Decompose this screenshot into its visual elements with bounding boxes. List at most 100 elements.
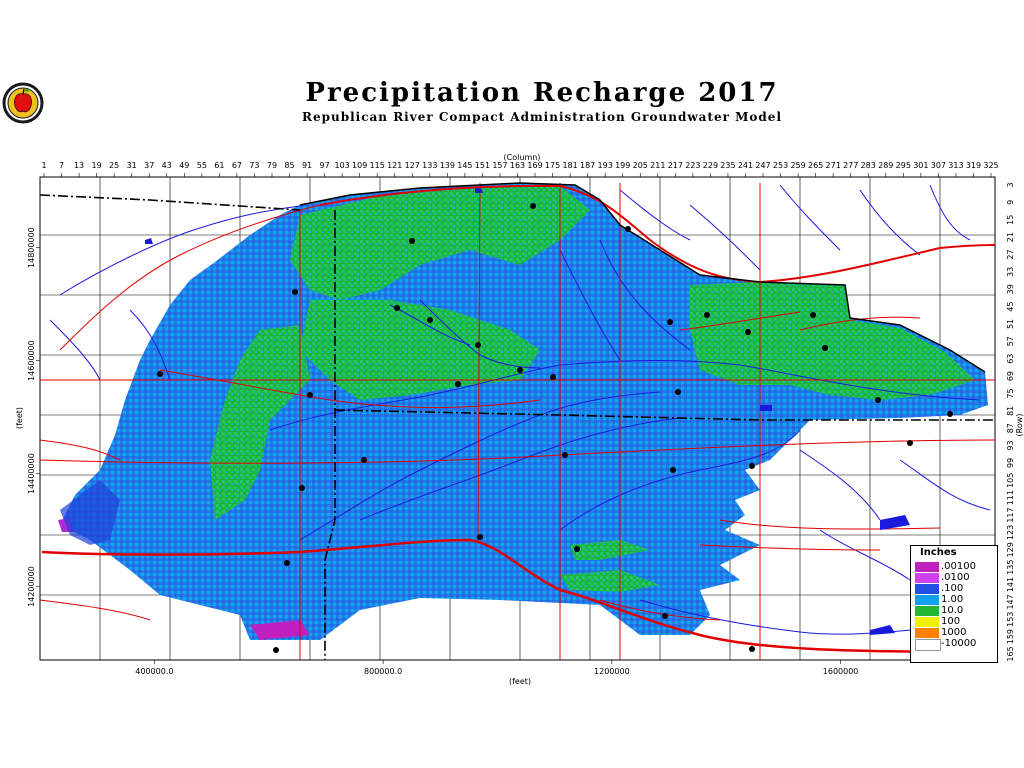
- legend-label: .00100: [941, 561, 976, 572]
- column-tick-label: 259: [790, 161, 805, 170]
- column-tick-label: 55: [197, 161, 207, 170]
- row-tick-label: 99: [1006, 458, 1015, 468]
- legend-item: -10000: [911, 638, 997, 651]
- column-tick-label: 67: [232, 161, 242, 170]
- row-tick-label: 51: [1006, 319, 1015, 329]
- column-tick-label: 97: [319, 161, 329, 170]
- column-tick-label: 121: [387, 161, 402, 170]
- column-tick-label: 187: [580, 161, 595, 170]
- column-ticks: 1 7 13 19 25 31 37 43 49 55 61 67 73 79 85 91 97 103 109 11…: [41, 161, 999, 177]
- map-subtitle: Republican River Compact Administration …: [301, 110, 782, 124]
- legend-label: .0100: [941, 572, 970, 583]
- column-tick-label: 61: [214, 161, 224, 170]
- row-tick-label: 27: [1006, 249, 1015, 259]
- column-tick-label: 199: [615, 161, 630, 170]
- column-tick-label: 247: [755, 161, 770, 170]
- column-tick-label: 283: [861, 161, 876, 170]
- y-tick-label: 14800000: [27, 227, 36, 268]
- column-tick-label: 289: [878, 161, 893, 170]
- column-tick-label: 127: [405, 161, 420, 170]
- column-tick-label: 85: [284, 161, 294, 170]
- y-tick-label: 14200000: [27, 566, 36, 607]
- x-tick-label: 1200000: [594, 667, 630, 676]
- legend-item: 100: [911, 616, 997, 627]
- row-tick-label: 93: [1006, 440, 1015, 450]
- column-tick-label: 73: [249, 161, 259, 170]
- column-tick-label: 319: [966, 161, 981, 170]
- column-tick-label: 103: [334, 161, 349, 170]
- legend-label: 100: [941, 616, 961, 627]
- legend-title: Inches: [920, 547, 957, 558]
- row-tick-label: 81: [1006, 406, 1015, 416]
- legend-item: .0100: [911, 572, 997, 583]
- row-tick-label: 129: [1006, 542, 1015, 557]
- legend-swatch: [915, 606, 939, 616]
- column-tick-label: 139: [440, 161, 455, 170]
- column-tick-label: 43: [162, 161, 172, 170]
- column-tick-label: 313: [948, 161, 963, 170]
- y-coordinate-ticks: 14800000 14600000 14400000 14200000: [27, 227, 40, 607]
- column-tick-label: 265: [808, 161, 823, 170]
- column-tick-label: 109: [352, 161, 367, 170]
- row-tick-label: 39: [1006, 284, 1015, 294]
- left-axis-title: (feet): [15, 407, 24, 429]
- column-tick-label: 169: [527, 161, 542, 170]
- legend: Inches .00100 .0100 .100 1.00 10.0 100 1…: [910, 545, 998, 663]
- bottom-axis-title: (feet): [509, 677, 531, 686]
- column-tick-label: 301: [913, 161, 928, 170]
- x-tick-label: 400000.0: [135, 667, 173, 676]
- row-tick-label: 57: [1006, 336, 1015, 346]
- column-tick-label: 193: [598, 161, 613, 170]
- x-tick-label: 800000.0: [364, 667, 402, 676]
- row-tick-label: 69: [1006, 371, 1015, 381]
- row-tick-label: 33: [1006, 267, 1015, 277]
- row-ticks: 3915212733394551576369758187939910511111…: [1006, 182, 1015, 661]
- column-tick-label: 133: [422, 161, 437, 170]
- column-tick-label: 13: [74, 161, 84, 170]
- column-tick-label: 31: [127, 161, 137, 170]
- row-tick-label: 147: [1006, 594, 1015, 609]
- town-markers: [157, 203, 953, 653]
- highways: [40, 182, 995, 660]
- column-tick-label: 175: [545, 161, 560, 170]
- apple-seal-icon: [2, 82, 44, 124]
- legend-label: 1000: [941, 627, 967, 638]
- column-tick-label: 223: [685, 161, 700, 170]
- row-tick-label: 153: [1006, 612, 1015, 627]
- row-tick-label: 165: [1006, 646, 1015, 661]
- very-low-recharge-zones: [58, 480, 310, 640]
- row-tick-label: 111: [1006, 490, 1015, 505]
- row-tick-label: 105: [1006, 473, 1015, 488]
- column-tick-label: 307: [931, 161, 946, 170]
- row-tick-label: 21: [1006, 232, 1015, 242]
- legend-item: 1.00: [911, 594, 997, 605]
- high-recharge-zones: [210, 186, 975, 592]
- legend-item: 10.0: [911, 605, 997, 616]
- row-tick-label: 15: [1006, 215, 1015, 225]
- legend-swatch: [915, 584, 939, 594]
- column-tick-label: 19: [92, 161, 102, 170]
- legend-swatch: [915, 617, 939, 627]
- column-tick-label: 151: [475, 161, 490, 170]
- row-tick-label: 3: [1006, 182, 1015, 187]
- column-tick-label: 181: [562, 161, 577, 170]
- row-tick-label: 75: [1006, 388, 1015, 398]
- column-tick-label: 325: [983, 161, 998, 170]
- y-tick-label: 14600000: [27, 340, 36, 381]
- legend-swatch: [915, 628, 939, 638]
- column-tick-label: 271: [826, 161, 841, 170]
- legend-swatch: [915, 573, 939, 583]
- column-tick-label: 235: [720, 161, 735, 170]
- rivers: [49, 184, 991, 635]
- legend-swatch: [915, 639, 941, 651]
- row-tick-label: 87: [1006, 423, 1015, 433]
- legend-label: .100: [941, 583, 964, 594]
- top-axis-title: (Column): [504, 153, 541, 162]
- column-tick-label: 229: [703, 161, 718, 170]
- row-tick-label: 123: [1006, 525, 1015, 540]
- column-tick-label: 277: [843, 161, 858, 170]
- column-tick-label: 91: [302, 161, 312, 170]
- column-tick-label: 115: [370, 161, 385, 170]
- column-tick-label: 241: [738, 161, 753, 170]
- row-tick-label: 159: [1006, 629, 1015, 644]
